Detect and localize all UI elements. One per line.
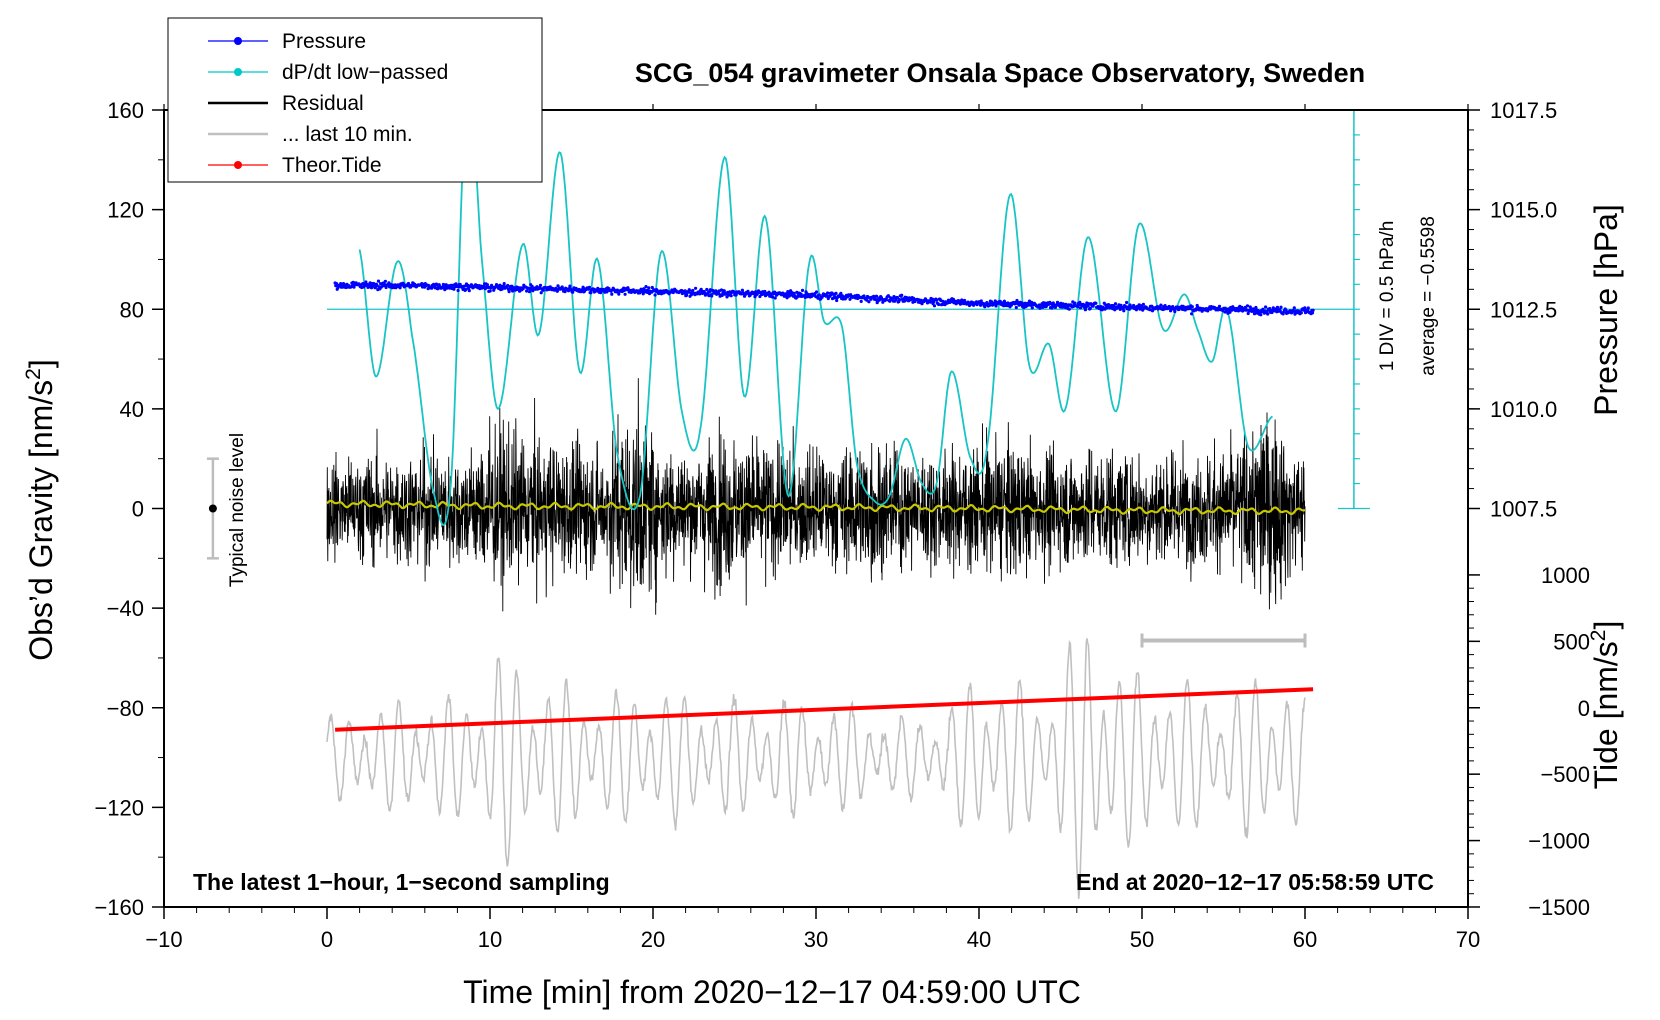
- tide-series: [206, 457, 1314, 732]
- legend: Pressure dP/dt low−passed Residual ... last…: [167, 17, 543, 183]
- x-tick-label: −10: [145, 927, 182, 952]
- tide-tick-label: 1000: [1541, 563, 1590, 588]
- y-tick-label: −80: [107, 696, 144, 721]
- dpdt-average-label: average = −0.5598: [1418, 216, 1439, 376]
- tide-tick-label: −1500: [1528, 895, 1590, 920]
- y-tick-label: −160: [94, 895, 144, 920]
- x-tick-label: 30: [804, 927, 828, 952]
- y-tick-label: 160: [107, 98, 144, 123]
- noise-level-label: Typical noise level: [227, 433, 248, 587]
- y-tick-label: 80: [120, 297, 144, 322]
- residual-series: [326, 378, 1306, 615]
- x-tick-label: 70: [1456, 927, 1480, 952]
- footer-left: The latest 1−hour, 1−second sampling: [193, 869, 610, 895]
- legend-marker: [234, 161, 242, 169]
- noise-level-dot: [208, 504, 217, 513]
- y-tick-label: 40: [120, 397, 144, 422]
- legend-marker: [234, 37, 242, 45]
- pressure-tick-label: 1015.0: [1490, 198, 1557, 223]
- y-axis-title-gravity: Obs’d Gravity [nm/s2]: [22, 359, 59, 661]
- x-tick-label: 60: [1293, 927, 1317, 952]
- tide-tick-label: 500: [1553, 629, 1590, 654]
- footer-right: End at 2020−12−17 05:58:59 UTC: [1076, 869, 1434, 895]
- x-tick-label: 10: [478, 927, 502, 952]
- pressure-tick-label: 1012.5: [1490, 297, 1557, 322]
- axes: −10 0 10 20 30 40 50 60 70 −160 −120 −80 −40 0 40 80 120…: [94, 98, 1590, 952]
- x-axis-title: Time [min] from 2020−12−17 04:59:00 UTC: [463, 974, 1081, 1010]
- x-tick-label: 0: [321, 927, 333, 952]
- tide-tick-label: −1000: [1528, 829, 1590, 854]
- residual-smooth-series: [326, 499, 1306, 516]
- y-axis-title-pressure: Pressure [hPa]: [1588, 204, 1624, 416]
- pressure-points: [333, 279, 1315, 317]
- legend-label: Residual: [282, 92, 364, 115]
- tide-line: [335, 687, 1314, 732]
- y-tick-label: 120: [107, 198, 144, 223]
- x-tick-label: 40: [967, 927, 991, 952]
- plot-layer: [206, 109, 1370, 899]
- y-tick-label: −120: [94, 795, 144, 820]
- pressure-tick-label: 1007.5: [1490, 497, 1557, 522]
- last10-line: [326, 638, 1306, 899]
- y-tick-label: 0: [132, 497, 144, 522]
- legend-label: dP/dt low−passed: [282, 61, 448, 84]
- x-tick-label: 50: [1130, 927, 1154, 952]
- tide-tick-label: −500: [1540, 762, 1590, 787]
- legend-label: ... last 10 min.: [282, 123, 413, 146]
- pressure-series: [333, 279, 1315, 317]
- dpdt-scale-label: 1 DIV = 0.5 hPa/h: [1377, 221, 1398, 372]
- pressure-tick-label: 1010.0: [1490, 397, 1557, 422]
- last-ten-minutes-series: [326, 638, 1306, 899]
- residual-smooth-line: [326, 499, 1306, 516]
- residual-line: [326, 378, 1306, 615]
- chart-title: SCG_054 gravimeter Onsala Space Observat…: [635, 58, 1365, 88]
- x-tick-label: 20: [641, 927, 665, 952]
- legend-marker: [234, 68, 242, 76]
- y-tick-label: −40: [107, 596, 144, 621]
- dpdt-series: [327, 109, 1370, 526]
- pressure-tick-label: 1017.5: [1490, 98, 1557, 123]
- legend-label: Pressure: [282, 30, 366, 53]
- y-axis-title-tide: Tide [nm/s2]: [1587, 621, 1624, 790]
- legend-label: Theor.Tide: [282, 154, 382, 177]
- dpdt-line: [358, 109, 1274, 526]
- tide-tick-label: 0: [1578, 696, 1590, 721]
